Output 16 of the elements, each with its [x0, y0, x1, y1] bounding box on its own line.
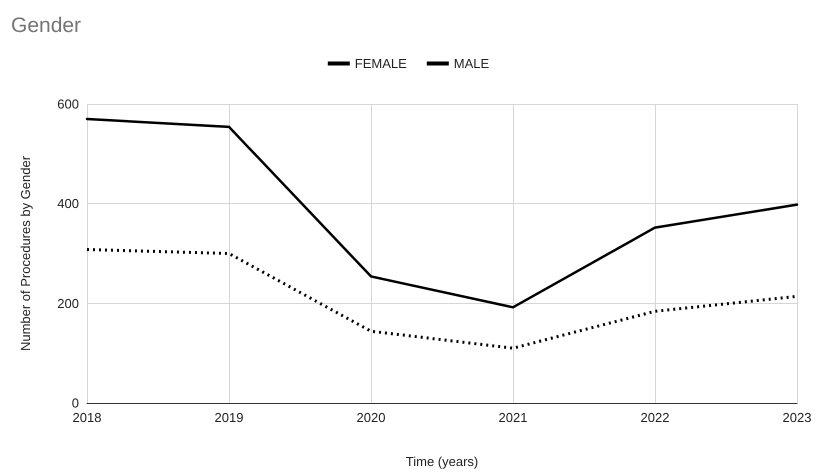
x-tick-label: 2019 — [214, 410, 244, 425]
x-tick-label: 2020 — [356, 410, 386, 425]
x-axis-title: Time (years) — [406, 454, 478, 469]
y-tick-label: 400 — [57, 196, 79, 212]
legend-label: FEMALE — [354, 56, 408, 71]
x-tick-label: 2022 — [640, 410, 670, 425]
y-tick-label: 0 — [72, 396, 79, 410]
chart-title: Gender — [11, 14, 82, 37]
y-tick-label: 200 — [57, 296, 79, 311]
x-tick-label: 2023 — [782, 410, 812, 425]
x-tick-label: 2021 — [498, 410, 528, 425]
x-tick-label: 2018 — [72, 410, 102, 425]
line-series — [86, 118, 798, 309]
legend-label: MALE — [454, 56, 490, 71]
y-tick-label: 600 — [57, 96, 79, 112]
y-axis-title: Number of Procedures by Gender — [18, 155, 33, 352]
